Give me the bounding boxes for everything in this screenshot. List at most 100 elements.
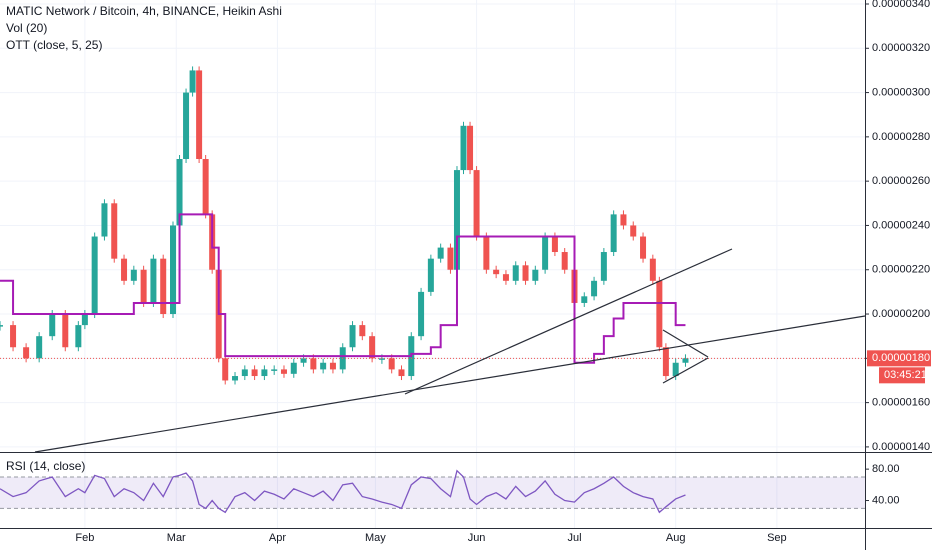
candle	[672, 362, 679, 377]
candle	[502, 274, 509, 281]
candle	[493, 269, 500, 275]
rsi-tick-label: 80.00	[872, 463, 900, 475]
candle	[111, 203, 118, 259]
candle	[183, 92, 190, 160]
candle	[189, 70, 196, 93]
rsi-title: RSI (14, close)	[6, 459, 85, 473]
triangle-line	[662, 357, 709, 384]
candle	[522, 265, 529, 281]
y-tick-label: 0.00000280	[872, 131, 930, 143]
ott-legend: OTT (close, 5, 25)	[6, 38, 102, 52]
x-tick-label: Mar	[167, 532, 186, 544]
candle	[447, 247, 454, 270]
candle	[581, 296, 588, 303]
ott-line	[0, 213, 686, 364]
candle	[662, 347, 669, 377]
rsi-band	[0, 476, 865, 509]
candle	[280, 369, 287, 374]
candle	[121, 258, 128, 281]
last-price-box	[867, 350, 931, 367]
candle	[130, 269, 137, 281]
candle	[512, 265, 519, 281]
trend-line	[34, 315, 866, 453]
candle	[561, 252, 568, 270]
candle	[202, 159, 209, 215]
candle	[359, 325, 366, 337]
rsi-line	[0, 469, 686, 514]
candle	[62, 314, 69, 348]
candle	[140, 269, 147, 303]
countdown-label: 03:45:21	[884, 369, 927, 381]
candle	[542, 236, 549, 270]
y-tick-label: 0.00000160	[872, 397, 930, 409]
candle	[551, 236, 558, 253]
candle	[630, 225, 637, 237]
x-tick-label: Sep	[767, 532, 787, 544]
candle	[222, 358, 229, 381]
candle	[329, 362, 336, 370]
candle	[620, 214, 627, 226]
y-tick-label: 0.00000220	[872, 264, 930, 276]
y-tick-label: 0.00000240	[872, 219, 930, 231]
countdown-box	[879, 367, 925, 384]
rsi-tick-label: 40.00	[872, 494, 900, 506]
candle	[378, 358, 385, 360]
candle	[600, 252, 607, 281]
x-tick-label: Feb	[75, 532, 94, 544]
candle	[320, 362, 327, 370]
y-tick-label: 0.00000340	[872, 0, 930, 10]
candle	[91, 236, 98, 315]
candle	[36, 336, 43, 359]
candle	[467, 125, 474, 171]
y-tick-label: 0.00000320	[872, 42, 930, 54]
candle	[349, 325, 356, 348]
candle	[483, 236, 490, 270]
candle	[388, 358, 395, 370]
candle	[81, 314, 88, 326]
candle	[427, 258, 434, 292]
candle	[261, 369, 268, 377]
candle	[682, 358, 689, 363]
candle	[150, 258, 157, 303]
y-tick-label: 0.00000300	[872, 86, 930, 98]
candle	[271, 369, 278, 371]
candle	[160, 258, 167, 315]
candle	[251, 369, 258, 377]
candle	[176, 159, 183, 226]
x-tick-label: Jul	[567, 532, 581, 544]
x-tick-label: Aug	[666, 532, 686, 544]
volume-legend: Vol (20)	[6, 21, 47, 35]
candle	[418, 291, 425, 337]
x-tick-label: May	[365, 532, 386, 544]
chart-title: MATIC Network / Bitcoin, 4h, BINANCE, He…	[6, 4, 282, 18]
candle	[0, 325, 3, 327]
candle	[473, 170, 480, 237]
candle	[591, 280, 598, 297]
candle	[241, 369, 248, 377]
candle	[310, 358, 317, 370]
candle	[649, 258, 656, 281]
candle	[369, 336, 376, 359]
x-tick-label: Apr	[269, 532, 286, 544]
x-tick-label: Jun	[468, 532, 486, 544]
candle	[460, 125, 467, 171]
candle	[290, 362, 297, 374]
candle	[232, 376, 239, 381]
triangle-line	[662, 329, 709, 358]
candle	[656, 280, 663, 348]
candle	[398, 369, 405, 377]
candle	[437, 247, 444, 259]
candle	[196, 70, 203, 160]
y-tick-label: 0.00000260	[872, 175, 930, 187]
candle	[49, 314, 56, 337]
candle	[10, 325, 17, 348]
trend-line	[404, 248, 733, 395]
candle	[75, 325, 82, 348]
last-price-label: 0.00000180	[872, 352, 930, 364]
candle	[640, 236, 647, 259]
y-tick-label: 0.00000200	[872, 308, 930, 320]
candle	[101, 203, 108, 237]
candle	[610, 214, 617, 253]
